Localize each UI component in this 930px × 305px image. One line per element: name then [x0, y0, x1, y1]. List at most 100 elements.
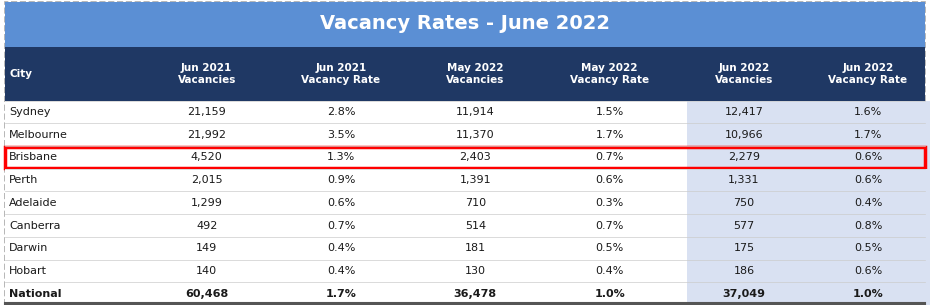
Text: Jun 2022
Vacancies: Jun 2022 Vacancies: [715, 63, 773, 85]
Bar: [5, 47, 925, 101]
Text: Canberra: Canberra: [9, 221, 60, 231]
Text: City: City: [9, 69, 33, 79]
Text: 175: 175: [734, 243, 754, 253]
Bar: [273, 101, 418, 123]
Text: 149: 149: [196, 243, 218, 253]
Text: Darwin: Darwin: [9, 243, 48, 253]
Text: Sydney: Sydney: [9, 107, 51, 117]
Bar: [811, 169, 930, 192]
Text: 0.9%: 0.9%: [326, 175, 355, 185]
Bar: [686, 192, 811, 214]
Bar: [542, 214, 686, 237]
Text: 11,914: 11,914: [456, 107, 495, 117]
Text: 10,966: 10,966: [724, 130, 764, 140]
Bar: [150, 146, 273, 169]
Text: 1,391: 1,391: [459, 175, 491, 185]
Bar: [811, 237, 930, 260]
Bar: [542, 192, 686, 214]
Bar: [811, 123, 930, 146]
Bar: [150, 101, 273, 123]
Text: 2,279: 2,279: [728, 152, 760, 163]
Bar: [5, 282, 150, 305]
Text: Brisbane: Brisbane: [9, 152, 59, 163]
Bar: [686, 123, 811, 146]
Bar: [150, 282, 273, 305]
Bar: [5, 146, 150, 169]
Text: 0.3%: 0.3%: [595, 198, 624, 208]
Text: 1.5%: 1.5%: [595, 107, 624, 117]
Text: May 2022
Vacancies: May 2022 Vacancies: [446, 63, 504, 85]
Bar: [811, 192, 930, 214]
Text: 37,049: 37,049: [723, 289, 765, 299]
Bar: [542, 282, 686, 305]
Text: 0.7%: 0.7%: [595, 152, 624, 163]
Bar: [811, 260, 930, 282]
Bar: [5, 169, 150, 192]
Text: Jun 2022
Vacancy Rate: Jun 2022 Vacancy Rate: [829, 63, 908, 85]
Text: 130: 130: [465, 266, 485, 276]
Bar: [5, 123, 150, 146]
Text: 1.0%: 1.0%: [853, 289, 884, 299]
Bar: [418, 192, 542, 214]
Text: 750: 750: [734, 198, 754, 208]
Bar: [150, 260, 273, 282]
Bar: [150, 214, 273, 237]
Bar: [5, 237, 150, 260]
Bar: [150, 169, 273, 192]
Text: 0.4%: 0.4%: [595, 266, 624, 276]
Bar: [418, 282, 542, 305]
Text: 0.7%: 0.7%: [326, 221, 355, 231]
Text: May 2022
Vacancy Rate: May 2022 Vacancy Rate: [570, 63, 649, 85]
Text: 140: 140: [196, 266, 218, 276]
Bar: [811, 146, 930, 169]
Text: Jun 2021
Vacancy Rate: Jun 2021 Vacancy Rate: [301, 63, 380, 85]
Bar: [5, 192, 150, 214]
Text: 0.6%: 0.6%: [595, 175, 624, 185]
Bar: [150, 237, 273, 260]
Text: Melbourne: Melbourne: [9, 130, 68, 140]
Bar: [418, 260, 542, 282]
Text: 492: 492: [196, 221, 218, 231]
Bar: [811, 282, 930, 305]
Text: 0.5%: 0.5%: [595, 243, 624, 253]
Bar: [273, 169, 418, 192]
Text: Adelaide: Adelaide: [9, 198, 58, 208]
Text: 0.6%: 0.6%: [326, 198, 355, 208]
Bar: [418, 146, 542, 169]
Bar: [5, 2, 925, 47]
Bar: [273, 146, 418, 169]
Text: 4,520: 4,520: [191, 152, 222, 163]
Text: 1.7%: 1.7%: [854, 130, 883, 140]
Text: Vacancy Rates - June 2022: Vacancy Rates - June 2022: [320, 14, 610, 33]
Text: 0.6%: 0.6%: [854, 175, 883, 185]
Bar: [150, 192, 273, 214]
Text: 577: 577: [734, 221, 754, 231]
Bar: [418, 101, 542, 123]
Bar: [418, 169, 542, 192]
Text: 0.5%: 0.5%: [854, 243, 883, 253]
Bar: [273, 237, 418, 260]
Text: 0.4%: 0.4%: [326, 243, 355, 253]
Text: 186: 186: [734, 266, 754, 276]
Bar: [542, 169, 686, 192]
Bar: [5, 214, 150, 237]
Bar: [811, 214, 930, 237]
Text: 514: 514: [465, 221, 485, 231]
Bar: [542, 101, 686, 123]
Text: 1,299: 1,299: [191, 198, 222, 208]
Bar: [5, 101, 150, 123]
Bar: [5, 260, 150, 282]
Text: 0.8%: 0.8%: [854, 221, 883, 231]
Bar: [686, 146, 811, 169]
Text: 2,403: 2,403: [459, 152, 491, 163]
Bar: [686, 282, 811, 305]
Text: 60,468: 60,468: [185, 289, 228, 299]
Bar: [418, 123, 542, 146]
Text: Jun 2021
Vacancies: Jun 2021 Vacancies: [178, 63, 236, 85]
Bar: [5, 147, 925, 168]
Text: 12,417: 12,417: [724, 107, 764, 117]
Text: National: National: [9, 289, 61, 299]
Bar: [273, 123, 418, 146]
Text: 1.0%: 1.0%: [594, 289, 625, 299]
Text: Perth: Perth: [9, 175, 39, 185]
